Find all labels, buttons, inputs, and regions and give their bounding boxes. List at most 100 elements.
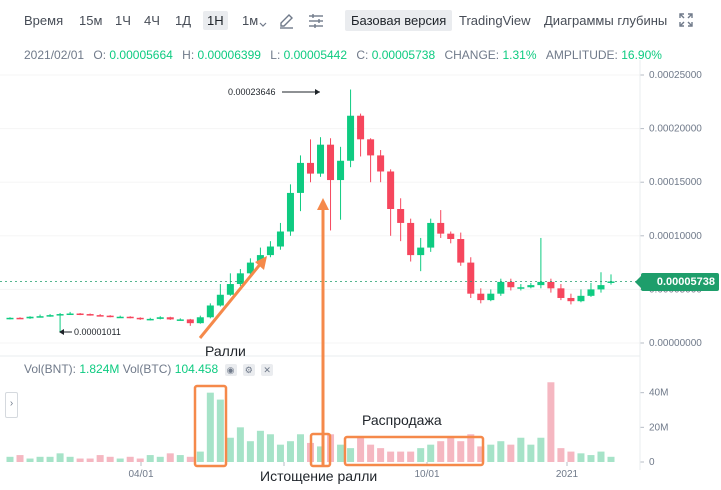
interval-15m[interactable]: 15м [79, 13, 103, 28]
low-value: 0.00005442 [283, 48, 348, 62]
volume-bar [186, 456, 194, 462]
high-annotation: 0.00023646 [228, 87, 276, 97]
candle [36, 316, 44, 318]
base-version-button[interactable]: Базовая версия [345, 10, 453, 31]
interval-4h[interactable]: 4Ч [144, 13, 160, 28]
indicators-icon[interactable] [308, 13, 324, 34]
candle [487, 293, 495, 301]
depth-chart-button[interactable]: Диаграммы глубины [544, 13, 668, 28]
interval-1h[interactable]: 1Ч [115, 13, 131, 28]
candle [387, 171, 395, 209]
candle [6, 317, 14, 320]
grid-lines [0, 74, 640, 344]
vol-bnt-label: Vol(BNT): [24, 362, 77, 376]
volume-bar [106, 456, 114, 462]
candle [106, 315, 114, 318]
volume-bar [136, 458, 144, 462]
volume-bar [236, 427, 244, 462]
selloff-volume-box [343, 435, 485, 467]
volume-bar [557, 448, 565, 462]
volume-tick-label: 20M [649, 422, 668, 433]
candle [577, 295, 585, 302]
volume-bar [607, 456, 615, 462]
settings-icon[interactable]: ⚙ [242, 363, 255, 376]
candle [166, 317, 174, 320]
volume-bar [286, 441, 294, 462]
volume-tick-label: 0 [649, 457, 655, 468]
volume-bar [587, 455, 595, 462]
candle [116, 316, 124, 319]
volume-bar [357, 437, 365, 462]
volume-bar [96, 455, 104, 462]
close-value: 0.00005738 [371, 48, 436, 62]
candle [26, 316, 34, 319]
time-tick-label: 2021 [556, 469, 579, 480]
volume-bar [497, 441, 505, 462]
candle [467, 262, 475, 294]
candle [226, 284, 234, 295]
candle [206, 305, 214, 318]
volume-bar [397, 451, 405, 462]
candle [547, 281, 555, 289]
volume-bar [66, 456, 74, 462]
volume-axis: 40M 20M 0 [640, 388, 668, 468]
candle [96, 315, 104, 317]
volume-bar [317, 446, 325, 462]
candle [176, 319, 184, 321]
exhaustion-label: Истощение ралли [258, 468, 380, 484]
candle [567, 297, 575, 302]
pencil-icon[interactable] [278, 13, 294, 34]
exhaustion-volume-box [309, 432, 332, 468]
expand-icon[interactable] [679, 13, 693, 32]
time-label[interactable]: Время [24, 13, 64, 28]
price-axis: 0.00025000 0.00020000 0.00015000 0.00010000… [640, 70, 702, 349]
tradingview-button[interactable]: TradingView [459, 13, 531, 28]
volume-tick-label: 40M [649, 388, 668, 399]
volume-bar [126, 456, 134, 462]
volume-bar [166, 453, 174, 462]
time-tick-label: 10/01 [414, 469, 439, 480]
price-tick-label: 0.00020000 [649, 124, 702, 135]
expand-panel-icon[interactable]: › [5, 392, 18, 418]
rally-label: Ралли [205, 343, 246, 359]
rally-volume-box [193, 384, 228, 468]
open-value: 0.00005664 [109, 48, 173, 62]
interval-1w[interactable]: 1Н [203, 11, 228, 30]
candle [477, 293, 485, 301]
candle [537, 281, 545, 286]
volume-bar [407, 451, 415, 462]
vol-btc-label: Vol(BTC) [122, 362, 172, 376]
volume-bar [206, 392, 214, 462]
eye-icon[interactable]: ◉ [224, 363, 237, 376]
interval-1d[interactable]: 1Д [175, 13, 192, 28]
volume-bar [527, 444, 535, 462]
change-value: 1.31% [502, 48, 537, 62]
candle [296, 162, 304, 193]
candle [86, 314, 94, 316]
volume-bar [26, 458, 34, 462]
low-label: L: [270, 48, 281, 62]
candle [186, 319, 194, 324]
volume-legend: Vol(BNT): 1.824M Vol(BTC) 104.458 ◉ ⚙ ✕ [24, 362, 274, 376]
volume-bar [116, 458, 124, 462]
candle [347, 115, 355, 161]
change-label: CHANGE: [444, 48, 500, 62]
volume-bar [487, 444, 495, 462]
candle [527, 285, 535, 288]
current-price-tag: 0.00005738 [635, 273, 719, 291]
candle [437, 222, 445, 234]
candle [397, 209, 405, 223]
price-tick-label: 0.00000000 [649, 338, 702, 349]
close-icon[interactable]: ✕ [261, 363, 274, 376]
candle [377, 155, 385, 172]
chevron-down-icon[interactable] [258, 14, 268, 32]
candle [597, 285, 605, 290]
interval-1mo[interactable]: 1м [242, 13, 259, 28]
volume-bar [597, 451, 605, 462]
volume-bar [76, 458, 84, 462]
selloff-label: Распродажа [362, 412, 442, 428]
candle [216, 294, 224, 306]
amplitude-label: AMPLITUDE: [545, 48, 618, 62]
volume-bar [256, 430, 264, 462]
